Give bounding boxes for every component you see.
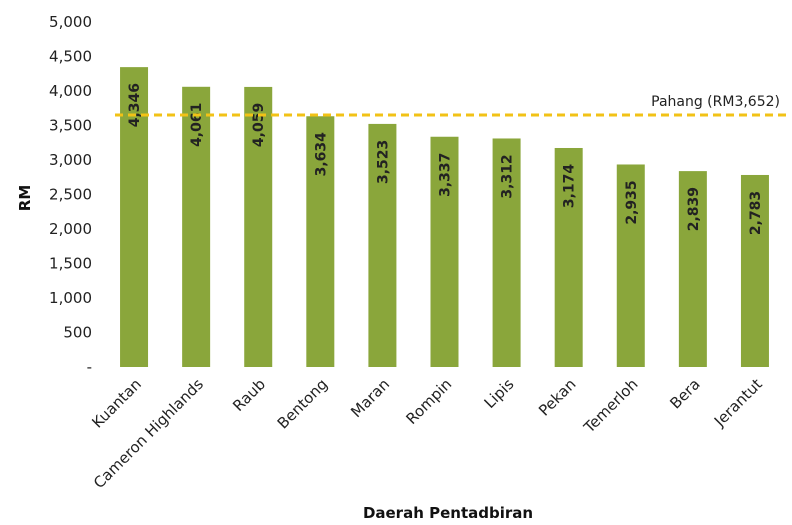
x-axis-title: Daerah Pentadbiran <box>363 504 533 522</box>
bar-value-label: 2,839 <box>686 187 702 231</box>
y-axis: - 500 1,000 1,500 2,000 2,500 3,000 3,500 4,000 4… <box>49 13 92 376</box>
x-tick-label: Maran <box>347 375 393 421</box>
bar <box>306 116 335 367</box>
y-tick-label: 500 <box>63 324 92 342</box>
bar-value-label: 4,346 <box>127 83 143 127</box>
y-tick-label: 4,500 <box>49 48 92 66</box>
y-tick-label: 2,000 <box>49 220 92 238</box>
bar-value-label: 4,061 <box>189 103 205 147</box>
bar-value-label: 3,634 <box>313 132 329 177</box>
bar <box>120 67 149 367</box>
x-tick-label: Bentong <box>274 375 331 432</box>
y-axis-title: RM <box>16 185 34 211</box>
bars: 4,346 4,061 4,059 3,634 3,523 3,337 3,312 3,174… <box>120 67 769 368</box>
bar-value-label: 3,523 <box>375 140 391 184</box>
x-tick-label: Kuantan <box>88 375 144 431</box>
y-tick-label: 1,500 <box>49 255 92 273</box>
bar-value-label: 2,783 <box>748 191 764 235</box>
y-tick-label: - <box>87 358 92 376</box>
bar <box>616 164 645 367</box>
bar-value-label: 3,312 <box>500 154 516 198</box>
reference-line-label: Pahang (RM3,652) <box>651 94 780 110</box>
bar <box>554 147 583 367</box>
x-tick-label: Rompin <box>402 375 455 428</box>
x-tick-label: Lipis <box>481 375 518 412</box>
bar-value-label: 4,059 <box>251 103 267 147</box>
bar <box>678 171 707 367</box>
x-tick-label: Raub <box>229 375 269 415</box>
bar <box>492 138 521 367</box>
bar <box>740 174 769 367</box>
bar-value-label: 2,935 <box>624 180 640 224</box>
y-tick-label: 4,000 <box>49 82 92 100</box>
y-tick-label: 3,000 <box>49 151 92 169</box>
reference-line-group: Pahang (RM3,652) <box>115 94 790 117</box>
y-tick-label: 1,000 <box>49 289 92 307</box>
x-tick-label: Jerantut <box>710 375 766 431</box>
bar-value-label: 3,174 <box>562 164 578 209</box>
y-tick-label: 2,500 <box>49 186 92 204</box>
bar <box>430 136 459 367</box>
bar <box>182 86 211 367</box>
y-tick-label: 5,000 <box>49 13 92 31</box>
x-tick-label: Cameron Highlands <box>90 375 207 492</box>
bar <box>368 123 397 368</box>
bar-value-label: 3,337 <box>438 153 454 197</box>
x-tick-label: Temerloh <box>580 375 642 437</box>
bar <box>244 86 273 367</box>
x-tick-label: Pekan <box>535 375 579 419</box>
x-tick-label: Bera <box>666 375 703 412</box>
y-tick-label: 3,500 <box>49 117 92 135</box>
